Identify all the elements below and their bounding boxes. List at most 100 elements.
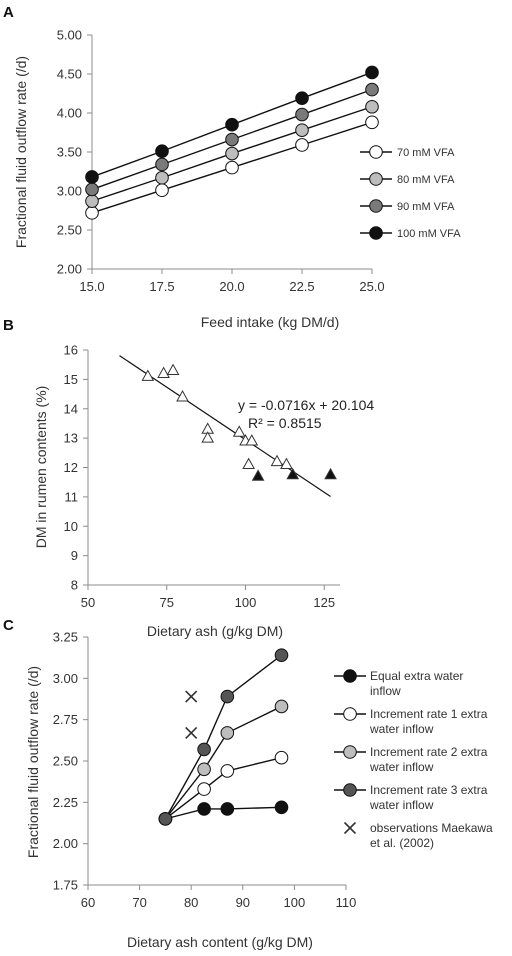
data-point-increment-rate-3-extra-water-inflow bbox=[197, 742, 211, 757]
data-point-90-mm-vfa bbox=[365, 82, 379, 97]
data-point-90-mm-vfa bbox=[155, 157, 169, 172]
observation-x-marker bbox=[185, 726, 198, 739]
data-point-80-mm-vfa bbox=[155, 170, 169, 185]
data-point-increment-rate-1-extra-water-inflow bbox=[274, 750, 289, 765]
x-tick-label: 20.0 bbox=[219, 279, 244, 294]
y-tick-label: 3.00 bbox=[57, 184, 82, 199]
x-tick-label: 15.0 bbox=[79, 279, 104, 294]
y-tick-label: 3.25 bbox=[53, 630, 78, 645]
data-point-open-triangle bbox=[176, 390, 189, 402]
data-point-equal-extra-water-inflow bbox=[220, 802, 235, 816]
x-tick-label: 100 bbox=[235, 595, 257, 610]
data-point-increment-rate-1-extra-water-inflow bbox=[197, 782, 211, 796]
data-point-open-triangle bbox=[242, 457, 255, 470]
observation-x-marker bbox=[185, 690, 198, 703]
x-tick-label: 75 bbox=[160, 595, 174, 610]
data-point-70-mm-vfa bbox=[225, 160, 239, 175]
legend-marker-90-mm-vfa bbox=[369, 199, 383, 213]
panel-letter-a: A bbox=[3, 4, 14, 21]
chart-c-x-label: Dietary ash content (g/kg DM) bbox=[127, 934, 313, 950]
series-line-equal-extra-water-inflow bbox=[165, 806, 282, 820]
x-tick-label: 60 bbox=[81, 895, 95, 910]
data-point-80-mm-vfa bbox=[225, 146, 239, 161]
legend-marker-100-mm-vfa bbox=[369, 226, 383, 240]
y-tick-label: 1.75 bbox=[53, 878, 78, 893]
chart-b-y-label: DM in rumen contents (%) bbox=[33, 386, 49, 549]
legend-label-100-mm-vfa: 100 mM VFA bbox=[397, 228, 461, 240]
y-tick-label: 4.00 bbox=[57, 106, 82, 121]
y-tick-label: 2.75 bbox=[53, 712, 78, 727]
legend-label-increment-rate-3-extra-water-inflow: water inflow bbox=[369, 798, 434, 812]
x-tick-label: 22.5 bbox=[289, 279, 314, 294]
data-point-90-mm-vfa bbox=[85, 182, 99, 197]
y-tick-label: 10 bbox=[64, 519, 78, 534]
legend-label-90-mm-vfa: 90 mM VFA bbox=[397, 201, 455, 213]
data-point-open-triangle bbox=[245, 434, 259, 446]
data-point-70-mm-vfa bbox=[365, 115, 379, 130]
chart-c: Dietary ash content (g/kg DM) Fractional… bbox=[25, 630, 493, 951]
y-tick-label: 2.25 bbox=[53, 795, 78, 810]
data-point-filled-triangle bbox=[251, 469, 265, 481]
y-tick-label: 2.50 bbox=[57, 223, 82, 238]
x-tick-label: 90 bbox=[236, 895, 250, 910]
data-point-increment-rate-3-extra-water-inflow bbox=[274, 648, 289, 662]
data-point-increment-rate-3-extra-water-inflow bbox=[158, 812, 173, 826]
data-point-80-mm-vfa bbox=[295, 123, 309, 137]
series-line-increment-rate-3-extra-water-inflow bbox=[164, 654, 282, 820]
chart-b-equation: y = -0.0716x + 20.104 bbox=[238, 397, 374, 413]
x-tick-label: 100 bbox=[284, 895, 306, 910]
legend-marker-increment-rate-1-extra-water-inflow bbox=[343, 707, 357, 721]
chart-b: y = -0.0716x + 20.104 R² = 0.8515 Dietar… bbox=[33, 343, 374, 640]
data-point-increment-rate-2-extra-water-inflow bbox=[274, 699, 289, 714]
legend-marker-80-mm-vfa bbox=[369, 172, 383, 186]
chart-b-r-squared: R² = 0.8515 bbox=[248, 415, 322, 431]
legend-marker-observations bbox=[343, 821, 357, 835]
y-tick-label: 5.00 bbox=[57, 28, 82, 43]
panel-letter-b: B bbox=[3, 317, 14, 334]
data-point-100-mm-vfa bbox=[225, 117, 239, 132]
y-tick-label: 15 bbox=[64, 372, 78, 387]
legend-label-increment-rate-2-extra-water-inflow: Increment rate 2 extra bbox=[370, 745, 488, 759]
y-tick-label: 2.50 bbox=[53, 754, 78, 769]
data-point-equal-extra-water-inflow bbox=[197, 802, 211, 816]
x-tick-label: 80 bbox=[184, 895, 198, 910]
x-tick-label: 110 bbox=[336, 895, 357, 910]
data-point-70-mm-vfa bbox=[155, 183, 169, 198]
legend-label-80-mm-vfa: 80 mM VFA bbox=[397, 174, 455, 186]
data-point-open-triangle bbox=[280, 457, 293, 470]
x-tick-label: 50 bbox=[81, 595, 95, 610]
y-tick-label: 11 bbox=[65, 489, 79, 504]
x-marker-stroke bbox=[343, 821, 357, 835]
panel-letter-c: C bbox=[3, 617, 14, 634]
chart-b-x-label: Dietary ash (g/kg DM) bbox=[147, 623, 283, 639]
chart-a: Feed intake (kg DM/d) Fractional fluid o… bbox=[13, 28, 461, 331]
data-point-100-mm-vfa bbox=[155, 144, 169, 159]
legend-label-observations: observations Maekawa bbox=[370, 821, 493, 835]
legend-label-increment-rate-3-extra-water-inflow: Increment rate 3 extra bbox=[370, 783, 488, 797]
y-tick-label: 12 bbox=[64, 460, 78, 475]
y-tick-label: 3.00 bbox=[53, 671, 78, 686]
x-tick-label: 70 bbox=[132, 895, 146, 910]
legend-label-increment-rate-1-extra-water-inflow: water inflow bbox=[369, 722, 434, 736]
data-point-increment-rate-3-extra-water-inflow bbox=[220, 689, 235, 704]
data-point-increment-rate-2-extra-water-inflow bbox=[220, 726, 235, 740]
x-marker-stroke bbox=[185, 690, 198, 703]
data-point-open-triangle bbox=[270, 454, 284, 467]
data-point-90-mm-vfa bbox=[225, 132, 239, 147]
data-point-open-triangle bbox=[232, 425, 246, 437]
y-tick-label: 3.50 bbox=[57, 145, 82, 160]
y-tick-label: 16 bbox=[64, 343, 78, 358]
legend-label-equal-extra-water-inflow: inflow bbox=[370, 684, 401, 698]
data-point-open-triangle bbox=[157, 366, 170, 378]
data-point-filled-triangle bbox=[324, 467, 337, 480]
y-tick-label: 9 bbox=[71, 548, 78, 563]
legend-marker-increment-rate-2-extra-water-inflow bbox=[343, 745, 357, 759]
data-point-80-mm-vfa bbox=[365, 99, 379, 114]
series-line-increment-rate-2-extra-water-inflow bbox=[164, 705, 282, 820]
series-line-increment-rate-1-extra-water-inflow bbox=[164, 757, 282, 820]
legend-label-increment-rate-1-extra-water-inflow: Increment rate 1 extra bbox=[370, 707, 488, 721]
x-tick-label: 125 bbox=[313, 595, 335, 610]
data-point-80-mm-vfa bbox=[85, 194, 99, 208]
data-point-100-mm-vfa bbox=[365, 65, 379, 80]
